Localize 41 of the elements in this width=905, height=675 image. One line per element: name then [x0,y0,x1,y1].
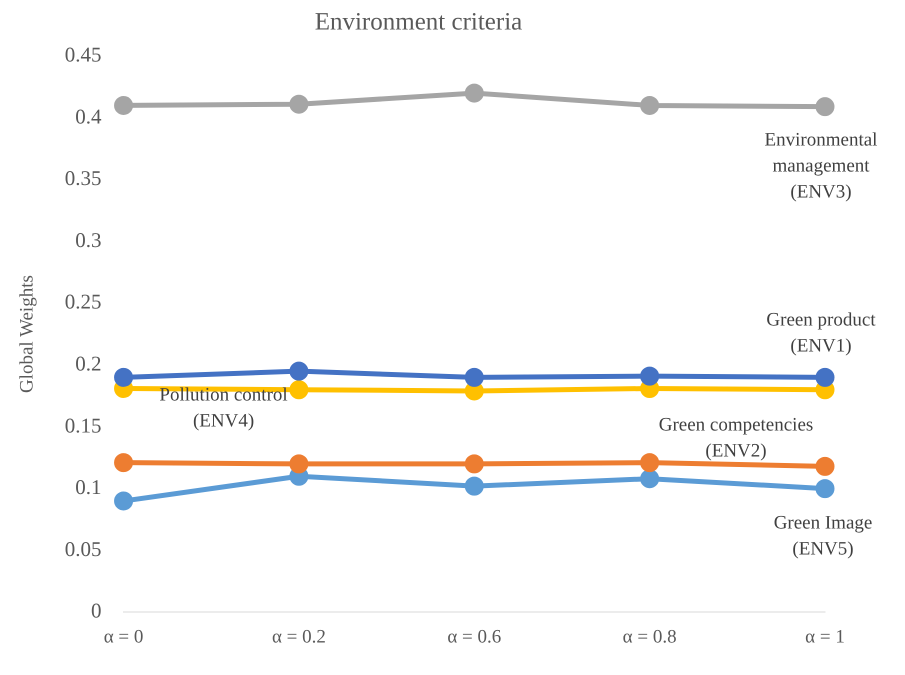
y-tick-label: 0.05 [64,536,102,561]
x-tick-label: α = 0.8 [622,626,677,648]
series-label: Environmental management (ENV3) [764,130,878,203]
y-tick-label: 0.1 [75,475,102,500]
y-tick-label: 0.35 [64,166,102,190]
point [289,94,308,114]
point [464,84,484,103]
y-tick-label: 0.2 [75,352,102,376]
point [114,491,134,510]
y-tick-label: 0.15 [64,413,102,438]
point [464,454,484,474]
point [640,366,660,386]
x-tick-label: α = 1 [805,626,845,648]
y-tick-label: 0 [91,598,102,623]
point [289,362,308,381]
point [816,368,834,387]
y-tick-label: 0.3 [75,228,102,252]
point [464,368,484,387]
point [289,380,308,400]
point [114,368,134,387]
y-tick-label: 0.4 [75,104,102,128]
point [816,97,834,116]
series-label: Green Image (ENV5) [774,512,872,560]
point [114,96,134,115]
x-tick-label: α = 0 [104,626,144,648]
x-tick-label: α = 0.2 [272,626,326,648]
y-tick-label: 0.45 [64,42,102,67]
point [816,456,834,476]
point [816,479,834,498]
point [640,453,660,472]
series-label: Green product (ENV1) [766,309,876,356]
y-axis-title: Global Weights [16,275,38,394]
point [640,96,660,115]
point [464,476,484,496]
point [640,469,660,488]
y-tick-label: 0.25 [64,290,102,314]
point [114,453,134,472]
chart-title: Environment criteria [314,8,522,36]
series-label: Green competencies (ENV2) [658,414,814,462]
point [289,454,308,474]
x-tick-label: α = 0.6 [447,626,502,648]
